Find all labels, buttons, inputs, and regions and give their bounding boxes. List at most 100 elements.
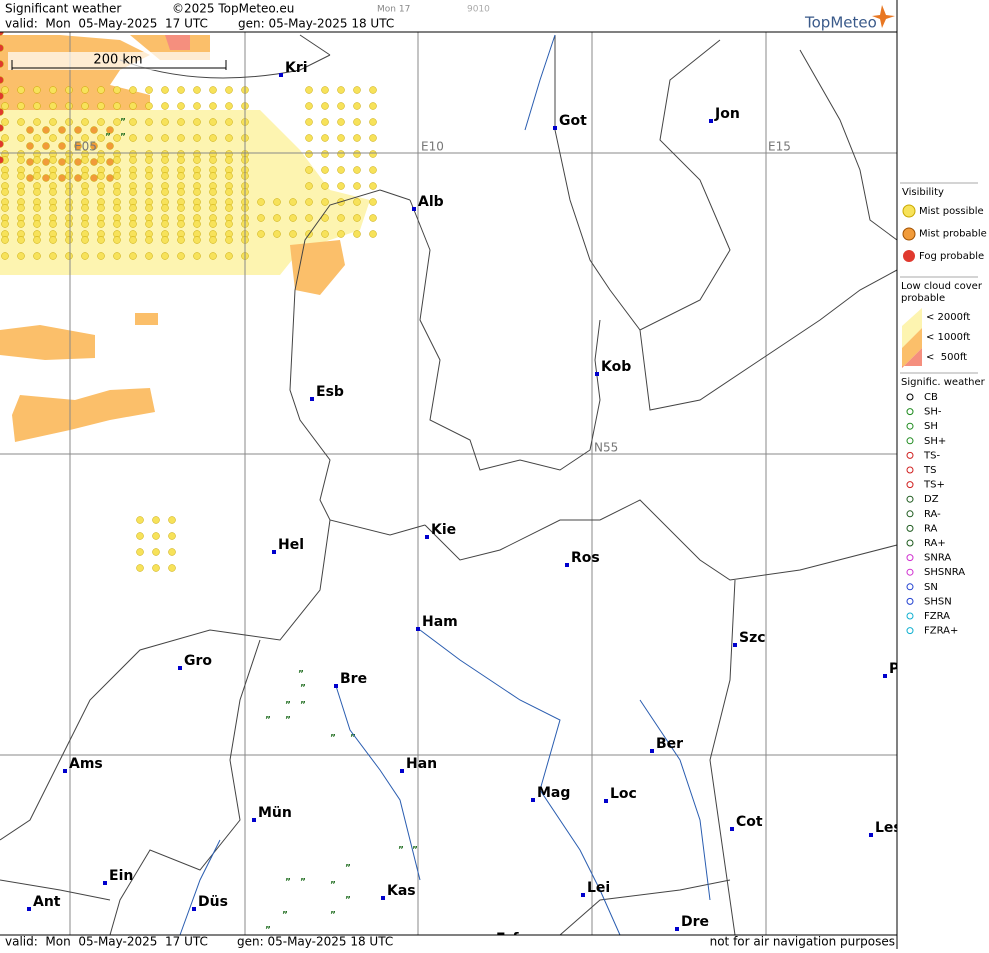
mist-symbol xyxy=(1,118,9,126)
city-label: Got xyxy=(559,113,587,129)
mist-symbol xyxy=(305,86,313,94)
drizzle-symbol: ” xyxy=(265,926,271,936)
mist-symbol xyxy=(177,252,185,260)
drizzle-symbol: ” xyxy=(120,118,126,128)
mist-symbol xyxy=(26,174,34,182)
mist-symbol xyxy=(1,86,9,94)
legend-label: RA+ xyxy=(924,538,946,549)
mist-symbol xyxy=(113,204,121,212)
legend-label: RA- xyxy=(924,509,941,520)
mist-symbol xyxy=(161,172,169,180)
mist-symbol xyxy=(129,252,137,260)
mist-symbol xyxy=(113,220,121,228)
mist-symbol xyxy=(58,158,66,166)
mist-symbol xyxy=(17,134,25,142)
mist-symbol xyxy=(106,142,114,150)
city-marker xyxy=(27,907,31,911)
scale-label: 200 km xyxy=(93,53,142,68)
mist-symbol xyxy=(0,60,4,68)
rivers xyxy=(179,34,711,936)
mist-symbol xyxy=(257,198,265,206)
mist-symbol xyxy=(305,102,313,110)
mist-symbol xyxy=(113,102,121,110)
mist-symbol xyxy=(353,102,361,110)
footer-bg xyxy=(0,935,897,949)
coast-east-sweden xyxy=(799,49,898,241)
mist-symbol xyxy=(33,102,41,110)
mist-symbol xyxy=(1,236,9,244)
code: 9010 xyxy=(467,5,490,15)
legend-label: Fog probable xyxy=(919,251,984,262)
legend-title: Low cloud cover probable xyxy=(901,281,983,304)
mist-symbol xyxy=(1,134,9,142)
mist-symbol xyxy=(65,86,73,94)
mist-symbol xyxy=(161,86,169,94)
legend-label: CB xyxy=(924,392,938,403)
legend-label: SHSN xyxy=(924,596,952,607)
legend-label: < 500ft xyxy=(926,352,967,363)
legend-label: SNRA xyxy=(924,553,951,564)
mist-symbol xyxy=(106,174,114,182)
mist-symbol xyxy=(81,86,89,94)
mist-symbol xyxy=(81,252,89,260)
mist-symbol xyxy=(90,142,98,150)
mist-symbol xyxy=(369,134,377,142)
mist-symbol xyxy=(161,236,169,244)
mist-symbol xyxy=(369,230,377,238)
city-label: Loc xyxy=(610,786,637,802)
mist-symbol xyxy=(161,134,169,142)
mist-symbol xyxy=(225,102,233,110)
logo-star xyxy=(872,5,895,28)
mist-symbol xyxy=(353,150,361,158)
legend-swatch xyxy=(902,308,922,348)
mist-symbol xyxy=(225,236,233,244)
mist-symbol xyxy=(369,102,377,110)
mist-symbol xyxy=(129,172,137,180)
mist-symbol xyxy=(369,198,377,206)
mist-symbol xyxy=(161,102,169,110)
title: Significant weather xyxy=(5,2,121,16)
mist-symbol xyxy=(1,252,9,260)
drizzle-symbol: ” xyxy=(285,878,291,888)
city-marker xyxy=(553,126,557,130)
mist-symbol xyxy=(353,182,361,190)
mist-symbol xyxy=(65,156,73,164)
mist-symbol xyxy=(129,102,137,110)
footer-valid: valid: Mon 05-May-2025 17 UTC xyxy=(5,935,208,949)
legend-icon xyxy=(906,612,914,620)
city-marker xyxy=(400,769,404,773)
mist-symbol xyxy=(49,220,57,228)
footer-gen: gen: 05-May-2025 18 UTC xyxy=(237,935,393,949)
cities: Kri Got Jon Alb Kob Esb Kie Hel Ros Ham Szc Gro Bre P… xyxy=(27,60,902,948)
mist-symbol xyxy=(136,548,144,556)
mist-symbol xyxy=(193,204,201,212)
city-marker xyxy=(581,893,585,897)
mist-symbols: ” ” ” ” ” ” ” ” ” ” ” ” ” ” ” ” ” ” ” ” ” xyxy=(0,0,418,936)
mist-symbol xyxy=(33,134,41,142)
mist-symbol xyxy=(97,86,105,94)
mist-symbol xyxy=(129,118,137,126)
mist-symbol xyxy=(97,204,105,212)
mist-symbol xyxy=(81,134,89,142)
coast-scania xyxy=(639,269,898,411)
legend-icon xyxy=(906,539,914,547)
grid-label: E10 xyxy=(421,140,444,154)
mist-symbol xyxy=(305,150,313,158)
legend-icon xyxy=(906,554,914,562)
legend-icon xyxy=(906,568,914,576)
mist-symbol xyxy=(145,102,153,110)
mist-symbol xyxy=(81,220,89,228)
mist-symbol xyxy=(369,150,377,158)
city-label: Düs xyxy=(198,894,228,910)
legend-bg xyxy=(897,0,989,949)
mist-symbol xyxy=(193,172,201,180)
mist-symbol xyxy=(161,204,169,212)
mist-symbol xyxy=(337,230,345,238)
mist-symbol xyxy=(337,182,345,190)
drizzle-symbol: ” xyxy=(282,911,288,921)
mist-symbol xyxy=(209,236,217,244)
mist-symbol xyxy=(1,102,9,110)
city-label: Ein xyxy=(109,868,133,884)
mist-symbol xyxy=(193,102,201,110)
mist-symbol xyxy=(97,188,105,196)
